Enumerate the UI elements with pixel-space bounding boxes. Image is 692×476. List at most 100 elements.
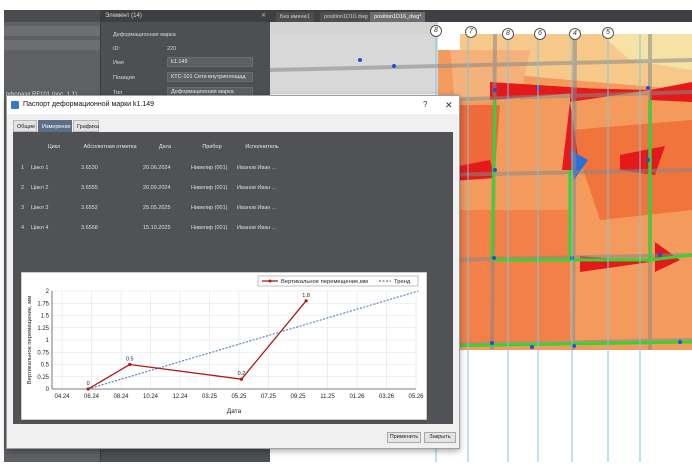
column-header[interactable]: Исполнитель [245, 144, 279, 150]
data-label: 0.2 [238, 371, 246, 377]
marker-points[interactable] [358, 58, 682, 349]
prop-label-position: Позиция [113, 75, 135, 81]
cell-performer: Иванов Иван ... [237, 225, 277, 231]
displacement-series-line [87, 300, 307, 390]
data-point [239, 377, 244, 381]
axis-bubble: 4 [569, 28, 581, 40]
x-tick-label: 03.26 [379, 394, 395, 400]
x-tick-label: 06.24 [84, 394, 100, 400]
data-label: 0 [87, 381, 90, 387]
cell-cycle: Цикл 2 [31, 185, 49, 191]
cell-elevation: 3.6530 [81, 165, 98, 171]
doc-tab[interactable]: position1D10.dwg [320, 12, 372, 22]
y-tick-label: 0.75 [37, 350, 49, 356]
dialog-title-bar: Паспорт деформационной марки k1.149 ? ✕ [7, 96, 459, 114]
column-header[interactable]: Абсолютная отметка [83, 144, 137, 150]
document-tabs: Без имени1 position1D10.dwg position1D16… [270, 10, 692, 22]
properties-heading: Деформационная марка [113, 32, 176, 38]
x-tick-label: 12.24 [172, 394, 188, 400]
tab-graphics[interactable]: Графика [73, 120, 99, 132]
cell-elevation: 3.6555 [81, 185, 98, 191]
grid-axis-lines [435, 34, 641, 462]
x-tick-label: 07.25 [261, 394, 277, 400]
y-tick-label: 0.25 [37, 375, 49, 381]
data-label: 0.5 [126, 357, 134, 363]
help-icon[interactable]: ? [423, 100, 428, 109]
legend-label: Тренд [394, 279, 411, 285]
measurement-lines [437, 99, 692, 348]
prop-value-position[interactable]: КТС-101 Сети внутриплощад [167, 72, 253, 82]
cell-date: 25.05.2025 [143, 205, 171, 211]
cell-device: Нивелир (001) [191, 165, 228, 171]
close-icon[interactable]: ✕ [260, 13, 266, 19]
mark-passport-dialog: Паспорт деформационной марки k1.149 ? ✕ … [6, 95, 460, 449]
displacement-chart: 0 0.25 0.5 0.75 1 1.25 1.5 1.75 2 04.24 06.24 08.24… [21, 272, 427, 420]
close-button[interactable]: Закрыть [424, 432, 456, 443]
table-row[interactable]: 1 Цикл 1 3.6530 20.06.2024 Нивелир (001)… [19, 160, 289, 176]
legend-box [257, 275, 419, 287]
cell-date: 15.10.2025 [143, 225, 171, 231]
cell-cycle: Цикл 1 [31, 165, 49, 171]
y-tick-label: 0.5 [41, 363, 50, 369]
column-header [19, 136, 29, 158]
x-tick-label: 05.26 [408, 394, 424, 400]
prop-label-id: ID: [113, 46, 121, 52]
y-tick-label: 2 [46, 289, 50, 295]
cell-performer: Иванов Иван ... [237, 205, 277, 211]
prop-value-name[interactable]: k1.149 [167, 57, 253, 67]
axis-bubble: 5 [602, 27, 614, 39]
tree-row[interactable] [4, 26, 102, 36]
x-tick-label: 01.26 [349, 394, 365, 400]
y-tick-label: 1 [46, 338, 50, 344]
drawing-toolbar [270, 22, 438, 34]
x-tick-label: 11.25 [320, 394, 335, 400]
table-row[interactable]: 3 Цикл 3 3.6552 25.05.2025 Нивелир (001)… [19, 200, 289, 216]
tree-row[interactable] [4, 40, 102, 50]
table-row[interactable]: 4 Цикл 4 3.6568 15.10.2025 Нивелир (001)… [19, 220, 289, 236]
axis-bubble: 6 [534, 28, 546, 40]
legend-label: Вертикальное перемещение,мм [281, 279, 368, 285]
table-row[interactable]: 2 Цикл 2 3.6555 20.09.2024 Нивелир (001)… [19, 180, 289, 196]
properties-title-bar: Элемент (14) ✕ [101, 10, 270, 22]
row-number: 1 [21, 165, 25, 171]
cell-performer: Иванов Иван ... [237, 185, 277, 191]
deformation-wedge [620, 146, 665, 175]
column-header[interactable]: Дата [158, 144, 172, 150]
cell-device: Нивелир (001) [191, 185, 228, 191]
tab-measurements[interactable]: Измерения [38, 120, 72, 132]
data-point [304, 299, 308, 303]
x-tick-label: 10.24 [143, 394, 159, 400]
close-icon[interactable]: ✕ [445, 100, 453, 110]
x-axis-label: Дата [227, 408, 242, 415]
prop-label-type: Тип [113, 90, 123, 96]
table-header: Цикл Абсолютная отметка Дата Прибор Испо… [19, 136, 289, 158]
data-point [128, 362, 132, 367]
axis-bubble: 8 [502, 28, 514, 40]
cell-cycle: Цикл 4 [31, 225, 49, 231]
axis-bubble: 8 [430, 25, 442, 37]
x-tick-label: 05.25 [231, 394, 247, 400]
column-header[interactable]: Цикл [47, 144, 61, 150]
y-tick-label: 0 [46, 387, 50, 393]
x-tick-label: 09.25 [290, 394, 306, 400]
tab-general[interactable]: Общие [13, 120, 37, 132]
prop-label-name: Имя [113, 60, 124, 66]
doc-tab-active[interactable]: position1D16_dwg* [370, 12, 426, 22]
column-header[interactable]: Прибор [202, 144, 222, 150]
apply-button[interactable]: Применить [387, 432, 421, 443]
x-tick-label: 03.25 [202, 394, 218, 400]
heat-zone [438, 210, 570, 345]
properties-title: Элемент (14) [105, 13, 142, 19]
y-axis-label: Вертикальное перемещение, мм [27, 296, 33, 384]
cell-device: Нивелир (001) [191, 225, 228, 231]
x-tick-label: 08.24 [113, 394, 129, 400]
drawing-bg [270, 34, 438, 94]
x-tick-label: 04.24 [54, 394, 70, 400]
dialog-title: Паспорт деформационной марки k1.149 [23, 101, 155, 108]
cell-elevation: 3.6552 [81, 205, 98, 211]
project-tree-header [4, 10, 102, 22]
plan-drawing [270, 33, 692, 462]
doc-tab[interactable]: Без имени1 [276, 12, 314, 22]
row-number: 2 [21, 185, 25, 191]
